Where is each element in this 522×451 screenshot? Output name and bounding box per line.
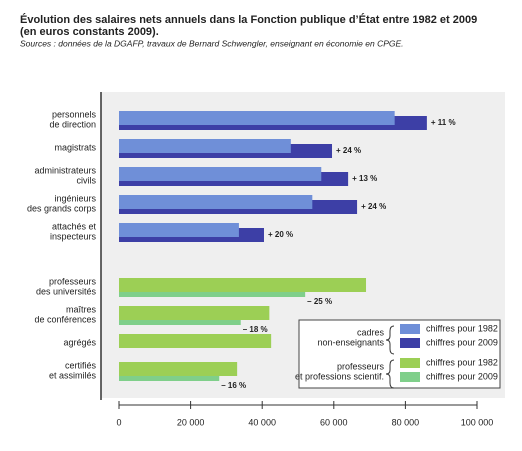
category-label: des universités <box>36 286 97 296</box>
bar-1982 <box>119 362 238 376</box>
legend-group-label: professeurs <box>337 361 385 371</box>
category-label: maîtres <box>66 304 97 314</box>
legend-brace <box>385 359 395 389</box>
source: Sources : données de la DGAFP, travaux d… <box>20 38 404 48</box>
legend-swatch <box>400 372 420 382</box>
legend-swatch <box>400 324 420 334</box>
x-tick-label: 60 000 <box>320 417 348 427</box>
category-label: de conférences <box>34 314 96 324</box>
value-label: – 25 % <box>307 297 332 306</box>
legend-box <box>298 319 501 389</box>
category-label: administrateurs <box>34 165 96 175</box>
x-tick-label: 20 000 <box>177 417 205 427</box>
category-label: personnels <box>52 109 97 119</box>
bar-1982 <box>119 223 239 237</box>
legend-swatch <box>400 338 420 348</box>
category-label: certifiés <box>65 360 97 370</box>
bar-1982 <box>119 139 291 153</box>
category-label: magistrats <box>54 142 96 152</box>
legend-group-label: non-enseignants <box>317 337 384 347</box>
legend-brace <box>385 325 395 355</box>
category-label: inspecteurs <box>50 231 97 241</box>
value-label: + 11 % <box>431 118 456 127</box>
value-label: + 24 % <box>361 202 386 211</box>
bar-1982 <box>119 306 270 320</box>
legend-group-label: et professions scientif. <box>295 371 384 381</box>
x-tick-label: 100 000 <box>461 417 494 427</box>
category-label: ingénieurs <box>54 193 96 203</box>
bar-1982 <box>119 195 313 209</box>
bar-1982 <box>119 278 367 292</box>
category-label: civils <box>77 175 97 185</box>
legend-label: chiffres pour 1982 <box>426 323 498 333</box>
category-label: des grands corps <box>27 203 97 213</box>
bar-1982 <box>119 167 322 181</box>
legend-label: chiffres pour 1982 <box>426 357 498 367</box>
legend-swatch <box>400 358 420 368</box>
bar-1982 <box>119 111 395 125</box>
legend-label: chiffres pour 2009 <box>426 337 498 347</box>
chart-title: Évolution des salaires nets annuels dans… <box>20 13 477 26</box>
category-label: attachés et <box>52 221 97 231</box>
value-label: – 18 % <box>243 325 268 334</box>
legend-label: chiffres pour 2009 <box>426 371 498 381</box>
x-tick-label: 40 000 <box>248 417 276 427</box>
legend-group-label: cadres <box>357 327 385 337</box>
value-label: + 13 % <box>352 174 377 183</box>
value-label: + 24 % <box>336 146 361 155</box>
category-label: professeurs <box>49 276 97 286</box>
chart-title: (en euros constants 2009). <box>20 26 159 38</box>
category-label: et assimilés <box>49 370 97 380</box>
x-tick-label: 80 000 <box>392 417 420 427</box>
category-label: agrégés <box>63 337 96 347</box>
value-label: – 16 % <box>221 381 246 390</box>
bar-1982 <box>119 334 272 348</box>
category-label: de direction <box>49 119 96 129</box>
x-tick-label: 0 <box>116 417 121 427</box>
value-label: + 20 % <box>268 230 293 239</box>
